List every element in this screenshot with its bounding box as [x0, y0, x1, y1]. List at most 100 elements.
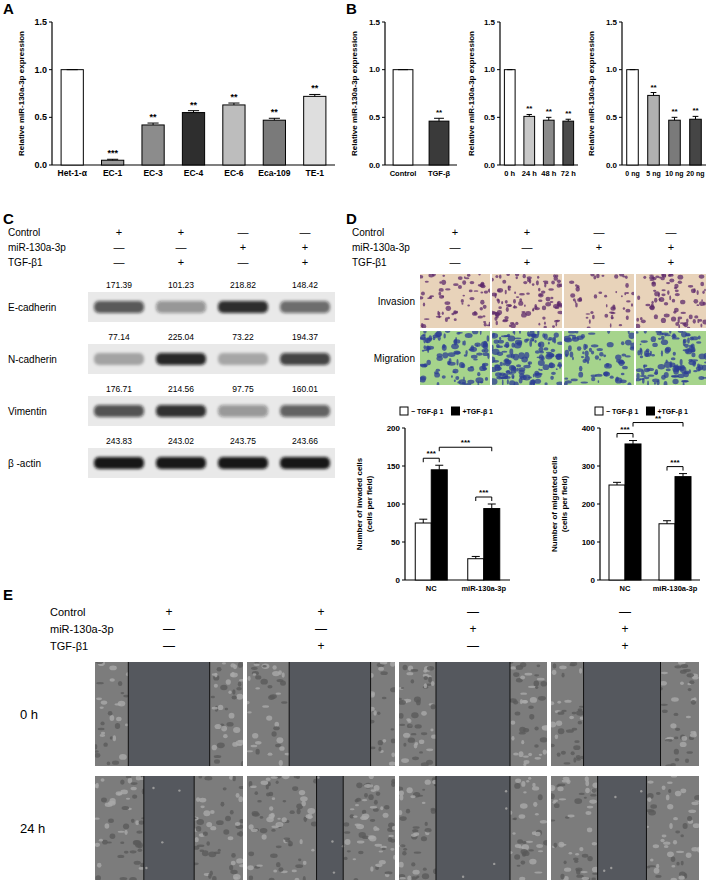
cell — [656, 792, 661, 795]
cell — [672, 376, 680, 378]
cell — [205, 776, 213, 781]
significance: ** — [436, 108, 443, 117]
cell — [529, 714, 534, 720]
cell — [536, 356, 541, 358]
bar — [648, 95, 660, 165]
cell — [271, 829, 275, 832]
cell — [691, 352, 695, 357]
cell — [462, 876, 464, 878]
cell — [525, 311, 531, 316]
cell — [426, 338, 429, 343]
cell — [196, 797, 200, 802]
protein-label: Vimentin — [8, 406, 47, 417]
cell — [368, 794, 373, 800]
cell — [557, 786, 563, 791]
cell — [438, 312, 440, 316]
cell — [214, 759, 220, 764]
cell — [611, 315, 614, 320]
band-intensity: 171.39 — [106, 280, 132, 290]
cell — [587, 326, 591, 328]
cell — [515, 711, 521, 715]
significance-bracket — [617, 434, 633, 438]
cell — [506, 274, 509, 276]
bar — [142, 125, 164, 165]
cell — [382, 739, 386, 743]
micrograph — [95, 776, 243, 880]
cell — [356, 783, 362, 789]
micrograph-bg — [95, 776, 243, 880]
cell — [251, 745, 258, 748]
cell — [248, 851, 254, 856]
cell — [514, 337, 521, 339]
condition-sign: — — [114, 241, 125, 253]
cell — [212, 707, 218, 710]
cell — [355, 824, 361, 827]
cell — [665, 347, 671, 352]
cell — [249, 876, 254, 880]
cell — [700, 324, 702, 328]
cell — [480, 284, 482, 286]
condition-sign: + — [317, 639, 324, 653]
cell — [514, 291, 516, 294]
condition-label: Control — [50, 606, 85, 618]
cell — [538, 293, 543, 297]
cell — [666, 282, 670, 284]
cell — [161, 841, 163, 843]
cell — [496, 344, 500, 348]
cell — [587, 828, 592, 833]
cell — [131, 819, 135, 823]
cell — [565, 354, 568, 358]
cell — [492, 333, 498, 339]
error-bar — [107, 159, 118, 161]
cell — [667, 782, 673, 784]
x-tick-label: Eca-109 — [258, 168, 290, 178]
cell — [399, 874, 405, 879]
cell — [257, 800, 262, 802]
row-label: Invasion — [378, 296, 415, 307]
significance-bracket — [667, 467, 683, 471]
cell — [459, 379, 467, 385]
cell — [671, 878, 677, 880]
cell — [360, 816, 368, 820]
y-tick-label: 0.0 — [34, 160, 47, 170]
error-bar — [679, 474, 687, 477]
cell — [427, 666, 434, 671]
micrograph-bg — [636, 274, 706, 328]
cell — [262, 705, 269, 707]
cell — [518, 352, 524, 359]
significance: ** — [692, 106, 699, 115]
cell — [134, 840, 142, 845]
cell — [474, 311, 477, 315]
cell — [651, 281, 656, 286]
cell — [604, 314, 608, 318]
cell — [594, 294, 597, 298]
cell — [683, 371, 689, 377]
cell — [276, 693, 282, 695]
cell — [670, 723, 676, 728]
cell — [477, 315, 483, 318]
cell — [388, 835, 394, 838]
cell — [445, 288, 451, 290]
cell — [431, 681, 434, 686]
y-tick-label: 1.5 — [369, 18, 381, 27]
cell — [124, 830, 127, 835]
cell — [666, 360, 668, 363]
panel-label: E — [3, 586, 13, 603]
cell — [279, 760, 283, 766]
cell — [676, 364, 679, 370]
cell — [378, 667, 384, 671]
cell — [548, 342, 550, 345]
cell — [496, 321, 498, 325]
cell — [514, 854, 520, 859]
cell — [458, 285, 462, 289]
cell — [601, 275, 604, 277]
cell — [483, 305, 487, 309]
cell — [266, 784, 269, 789]
cell — [498, 306, 502, 309]
cell — [577, 298, 582, 302]
cell — [497, 289, 501, 292]
cell — [595, 355, 599, 359]
cell — [478, 274, 480, 276]
cell — [107, 841, 112, 843]
cell — [436, 356, 442, 361]
